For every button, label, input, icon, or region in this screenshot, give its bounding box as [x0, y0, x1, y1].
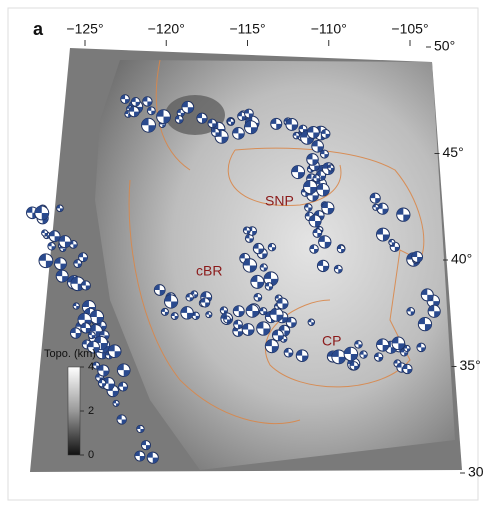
- map-figure: a Topo. (km) −125° −120° −115° −110° −105° 50…: [0, 0, 487, 508]
- panel-label: a: [33, 19, 44, 39]
- colorbar-tick-label: 4: [88, 361, 94, 373]
- lon-tick-label: −105°: [391, 21, 428, 37]
- colorbar: [68, 367, 80, 455]
- lon-tick-label: −120°: [148, 21, 185, 37]
- region-label: SNP: [265, 193, 294, 209]
- colorbar-tick-label: 0: [88, 449, 94, 461]
- colorbar-title: Topo. (km): [44, 348, 96, 360]
- lat-tick-label: 30: [468, 464, 484, 480]
- lon-tick-label: −115°: [229, 21, 265, 37]
- lon-tick-label: −110°: [311, 21, 347, 37]
- lat-tick-label: 40°: [451, 251, 472, 267]
- lon-tick-label: −125°: [66, 21, 103, 37]
- region-label: cBR: [196, 263, 222, 279]
- region-label: CP: [322, 333, 341, 349]
- lat-tick-label: 35°: [460, 357, 481, 373]
- lat-tick-label: 50°: [434, 38, 455, 54]
- colorbar-tick-label: 2: [88, 405, 94, 417]
- lat-tick-label: 45°: [443, 144, 464, 160]
